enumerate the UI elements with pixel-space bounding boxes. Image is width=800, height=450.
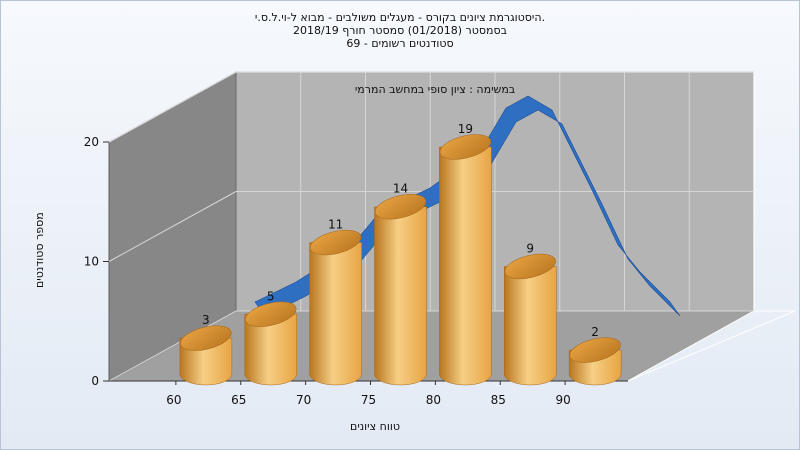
x-tick-label: 65	[231, 393, 246, 407]
bar-top	[180, 325, 232, 351]
data-label: 9	[526, 241, 534, 255]
data-label: 5	[267, 289, 275, 303]
chart-title-line-3: סטודנטים רשומים - 69	[346, 37, 454, 50]
x-tick-label: 70	[296, 393, 311, 407]
x-axis-label: טווח ציונים	[350, 420, 400, 433]
bar	[309, 242, 362, 386]
y-tick-label: 0	[91, 374, 99, 388]
gridline-side	[108, 310, 237, 382]
y-tick-label: 20	[84, 135, 99, 149]
bar-top	[374, 194, 427, 220]
bar-top	[310, 229, 362, 256]
chart-title-line-1: היסטוגרמת ציונים בקורס - מעגלים משולבים …	[254, 11, 546, 24]
y-axis-label: מספר סטודנטים	[33, 212, 46, 288]
chart-title-line-2: בסמסטר (01/2018) סמסטר חורף 2018/19	[293, 24, 507, 37]
frame-edge-depth	[627, 310, 796, 382]
x-tick-label: 85	[491, 393, 506, 407]
data-label: 11	[328, 218, 343, 232]
gridline-side	[108, 191, 237, 262]
back-wall-subtitle: במשימה : ציון סופי במחשב המרמי	[355, 83, 515, 96]
data-label: 14	[393, 182, 408, 196]
data-label: 3	[202, 313, 210, 327]
x-tick-label: 80	[426, 393, 441, 407]
bar-top	[439, 134, 491, 160]
bar	[439, 146, 492, 386]
data-label: 19	[458, 122, 473, 136]
gridline-side	[108, 71, 237, 143]
bar	[504, 266, 557, 386]
x-tick-label: 60	[166, 393, 181, 407]
y-tick-label: 10	[84, 255, 99, 269]
bar	[374, 206, 427, 386]
bar	[244, 314, 297, 386]
data-label: 2	[591, 325, 599, 339]
x-tick-label: 75	[361, 393, 376, 407]
bar-top	[504, 253, 556, 280]
x-tick-label: 90	[555, 393, 570, 407]
bar-top	[245, 301, 297, 327]
bar-top	[569, 337, 621, 363]
